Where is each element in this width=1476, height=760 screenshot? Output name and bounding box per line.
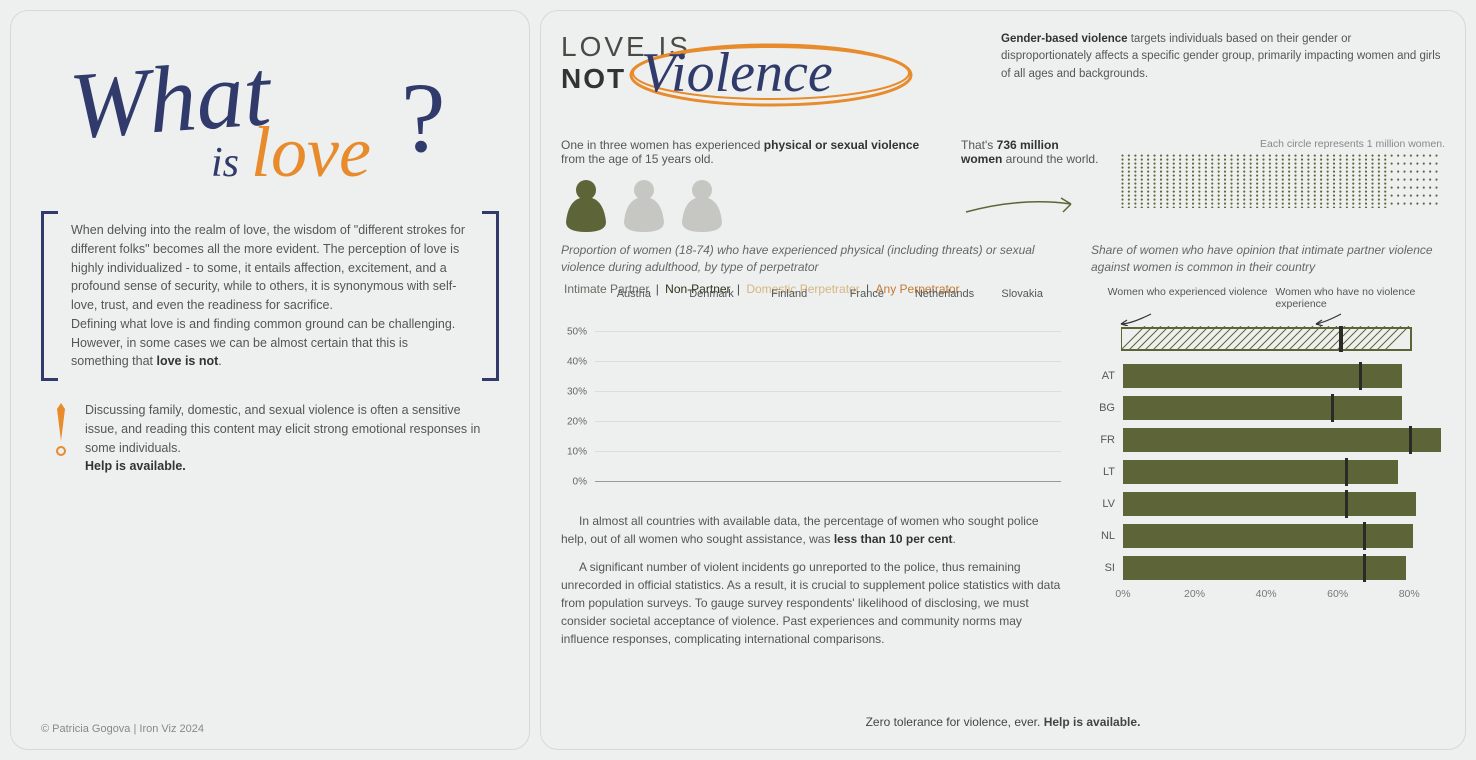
right-panel: LOVE IS NOT Violence Gender-based violen…	[540, 10, 1466, 750]
what-is-love-title: What is love ?	[31, 21, 509, 211]
opinion-marker	[1363, 522, 1366, 550]
opinion-fill-bar	[1123, 396, 1402, 420]
svg-text:love: love	[251, 112, 371, 192]
opinion-row: LV	[1091, 492, 1445, 516]
opinion-chart-title: Share of women who have opinion that int…	[1091, 242, 1445, 276]
gbv-definition: Gender-based violence targets individual…	[1001, 31, 1445, 83]
country-code: FR	[1091, 434, 1115, 446]
opinion-marker	[1359, 362, 1362, 390]
left-column: Proportion of women (18-74) who have exp…	[561, 242, 1061, 709]
svg-text:is: is	[211, 140, 239, 186]
opinion-fill-bar	[1123, 428, 1441, 452]
opinion-marker	[1409, 426, 1412, 454]
arrow-icon	[961, 192, 1101, 225]
opinion-row: LT	[1091, 460, 1445, 484]
opinion-marker	[1345, 458, 1348, 486]
body-text-2: A significant number of violent incident…	[561, 558, 1061, 648]
woman-silhouette-icon	[619, 176, 669, 232]
not-text: NOT	[561, 63, 626, 95]
dot-matrix: Each circle represents 1 million women. …	[1121, 138, 1445, 208]
opinion-row: NL	[1091, 524, 1445, 548]
svg-text:What: What	[71, 39, 276, 159]
legend-experienced: Women who experienced violence	[1091, 286, 1275, 310]
opinion-fill-bar	[1123, 460, 1398, 484]
paragraph-1: When delving into the realm of love, the…	[71, 221, 469, 315]
title-block: LOVE IS NOT Violence	[561, 31, 981, 118]
love-definition-box: When delving into the realm of love, the…	[41, 211, 499, 381]
opinion-marker	[1331, 394, 1334, 422]
bar-chart-title: Proportion of women (18-74) who have exp…	[561, 242, 1061, 276]
right-column: Share of women who have opinion that int…	[1091, 242, 1445, 709]
warning-icon	[51, 401, 75, 476]
woman-silhouette-icon	[677, 176, 727, 232]
country-code: AT	[1091, 370, 1115, 382]
credit-line: © Patricia Gogova | Iron Viz 2024	[41, 723, 204, 735]
content-warning: Discussing family, domestic, and sexual …	[51, 401, 489, 476]
opinion-row: FR	[1091, 428, 1445, 452]
violence-word: Violence	[621, 33, 921, 118]
opinion-marker	[1345, 490, 1348, 518]
opinion-bar-chart: AT BG FR LT LV NL SI	[1091, 364, 1445, 580]
opinion-legend: Women who experienced violence Women who…	[1091, 286, 1445, 352]
woman-silhouettes	[561, 176, 941, 232]
legend-no-experience: Women who have no violence experience	[1275, 286, 1445, 310]
stats-row: One in three women has experienced physi…	[561, 138, 1445, 232]
opinion-row: SI	[1091, 556, 1445, 580]
grouped-bar-chart: 0%10%20%30%40%50% AustriaDenmarkFinlandF…	[561, 302, 1061, 502]
country-code: BG	[1091, 402, 1115, 414]
opinion-marker	[1363, 554, 1366, 582]
body-text-1: In almost all countries with available d…	[561, 512, 1061, 548]
opinion-row: BG	[1091, 396, 1445, 420]
svg-text:Violence: Violence	[641, 42, 833, 104]
opinion-x-axis: 0%20%40%60%80%	[1123, 588, 1445, 604]
header-row: LOVE IS NOT Violence Gender-based violen…	[561, 31, 1445, 118]
paragraph-2: Defining what love is and finding common…	[71, 315, 469, 371]
footer-text: Zero tolerance for violence, ever. Help …	[561, 715, 1445, 729]
left-panel: What is love ? When delving into the rea…	[10, 10, 530, 750]
country-code: LV	[1091, 498, 1115, 510]
stat-one-in-three: One in three women has experienced physi…	[561, 138, 941, 232]
svg-text:?: ?	[401, 62, 445, 173]
main-columns: Proportion of women (18-74) who have exp…	[561, 242, 1445, 709]
country-code: NL	[1091, 530, 1115, 542]
scribble-bar	[1121, 326, 1445, 352]
legend-arrows-icon	[1091, 312, 1445, 326]
stat-736m: That's 736 million women around the worl…	[961, 138, 1101, 225]
country-code: LT	[1091, 466, 1115, 478]
opinion-fill-bar	[1123, 492, 1416, 516]
woman-silhouette-icon	[561, 176, 611, 232]
opinion-row: AT	[1091, 364, 1445, 388]
opinion-fill-bar	[1123, 524, 1413, 548]
country-code: SI	[1091, 562, 1115, 574]
